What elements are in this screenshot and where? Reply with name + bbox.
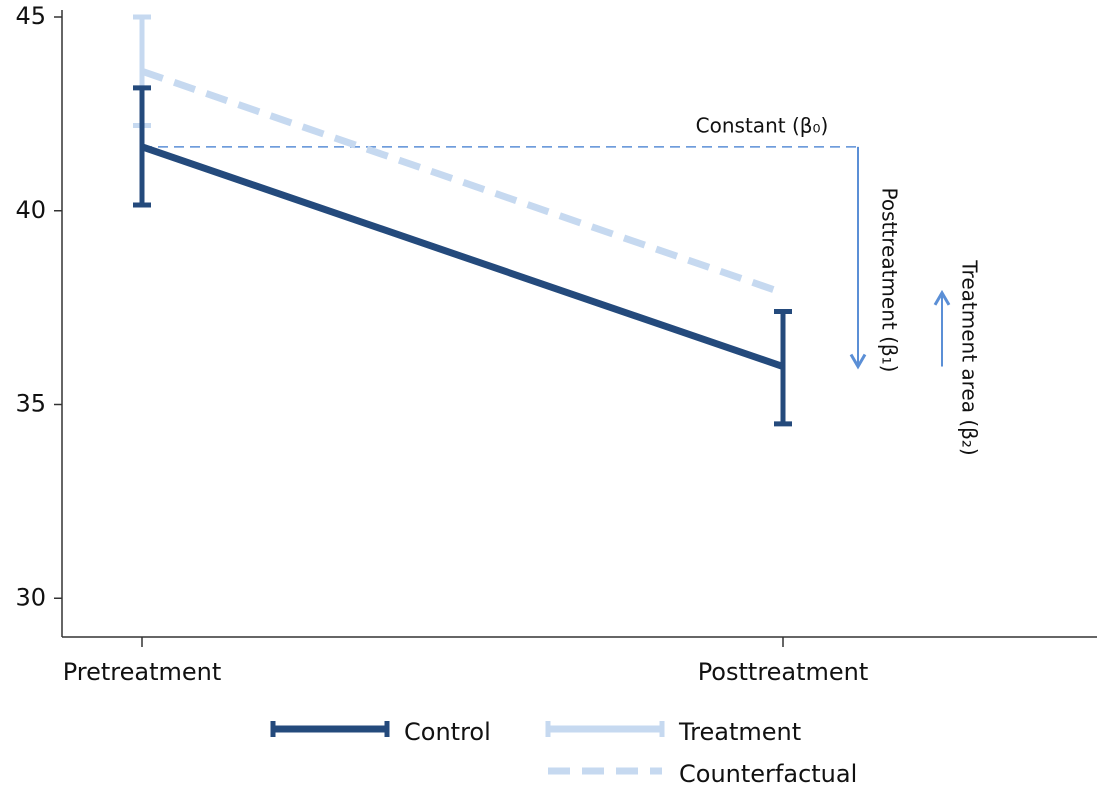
posttreatment-arrowhead xyxy=(849,353,867,370)
legend-label: Control xyxy=(404,718,491,746)
y-tick-label: 35 xyxy=(15,390,46,418)
y-tick-label: 30 xyxy=(15,583,46,611)
series-line xyxy=(140,143,785,370)
legend-label: Treatment xyxy=(678,718,801,746)
series-line xyxy=(140,67,785,297)
treatment-area-label: Treatment area (β₂) xyxy=(958,259,982,455)
x-tick-label: Posttreatment xyxy=(698,658,869,686)
y-tick-label: 45 xyxy=(15,2,46,30)
x-tick-label: Pretreatment xyxy=(63,658,222,686)
legend-label: Counterfactual xyxy=(679,760,857,788)
treatment-area-arrowhead xyxy=(933,289,951,306)
constant-label: Constant (β₀) xyxy=(696,114,829,138)
y-tick-label: 40 xyxy=(15,196,46,224)
posttreatment-label: Posttreatment (β₁) xyxy=(878,188,902,373)
